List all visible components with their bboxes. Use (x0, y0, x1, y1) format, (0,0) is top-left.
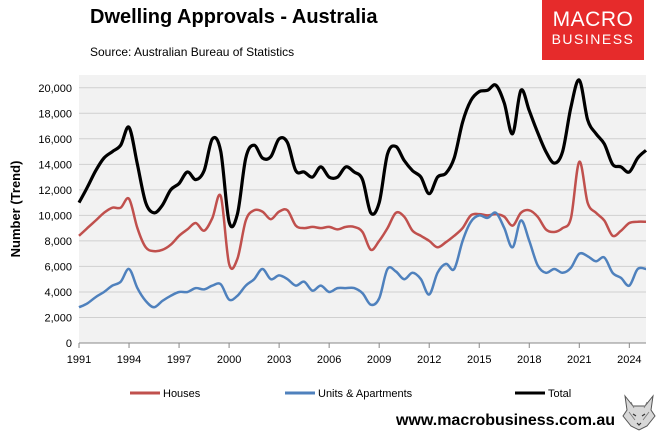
x-tick-label: 1994 (117, 354, 141, 366)
y-tick-label: 20,000 (38, 83, 72, 95)
y-tick-label: 10,000 (38, 210, 72, 222)
y-tick-label: 0 (66, 338, 72, 350)
y-tick-label: 6,000 (44, 261, 72, 273)
y-tick-label: 16,000 (38, 134, 72, 146)
legend-label-units-apartments: Units & Apartments (318, 388, 413, 400)
x-tick-label: 2018 (517, 354, 541, 366)
x-tick-label: 2006 (317, 354, 341, 366)
series-lines (77, 78, 648, 309)
x-tick-label: 1997 (167, 354, 191, 366)
y-tick-label: 2,000 (44, 312, 72, 324)
y-tick-label: 18,000 (38, 108, 72, 120)
x-axis-ticks: 1991 1994 1997 2000 2003 2006 2009 2012 2015 2018… (67, 343, 642, 366)
x-tick-label: 2012 (417, 354, 441, 366)
y-axis-ticks: 0 2,000 4,000 6,000 8,000 10,000 12,000 14,000 1… (38, 83, 72, 350)
series-line-total (77, 78, 648, 229)
x-tick-label: 1991 (67, 354, 91, 366)
x-tick-label: 2021 (567, 354, 591, 366)
x-tick-label: 2000 (217, 354, 241, 366)
logo-line-1: MACRO (552, 8, 634, 31)
source-note: Source: Australian Bureau of Statistics (90, 45, 295, 59)
fox-icon (621, 392, 657, 432)
x-tick-label: 2024 (617, 354, 641, 366)
series-line-units-apartments (78, 211, 647, 309)
y-tick-label: 8,000 (44, 236, 72, 248)
y-axis-label: Number (Trend) (8, 161, 23, 258)
y-tick-label: 14,000 (38, 159, 72, 171)
footer-url: www.macrobusiness.com.au (396, 412, 616, 429)
y-tick-label: 12,000 (38, 185, 72, 197)
logo-line-2: BUSINESS (551, 31, 635, 47)
legend-label-houses: Houses (163, 388, 201, 400)
legend: Houses Units & Apartments Total (130, 388, 571, 400)
series-line-houses (78, 160, 647, 271)
legend-label-total: Total (548, 388, 571, 400)
x-tick-label: 2009 (367, 354, 391, 366)
x-tick-label: 2003 (267, 354, 291, 366)
brand-logo: MACRO BUSINESS (542, 0, 644, 60)
y-tick-label: 4,000 (44, 287, 72, 299)
plot-area (79, 75, 646, 343)
x-tick-label: 2015 (467, 354, 491, 366)
page-title: Dwelling Approvals - Australia (90, 6, 378, 28)
